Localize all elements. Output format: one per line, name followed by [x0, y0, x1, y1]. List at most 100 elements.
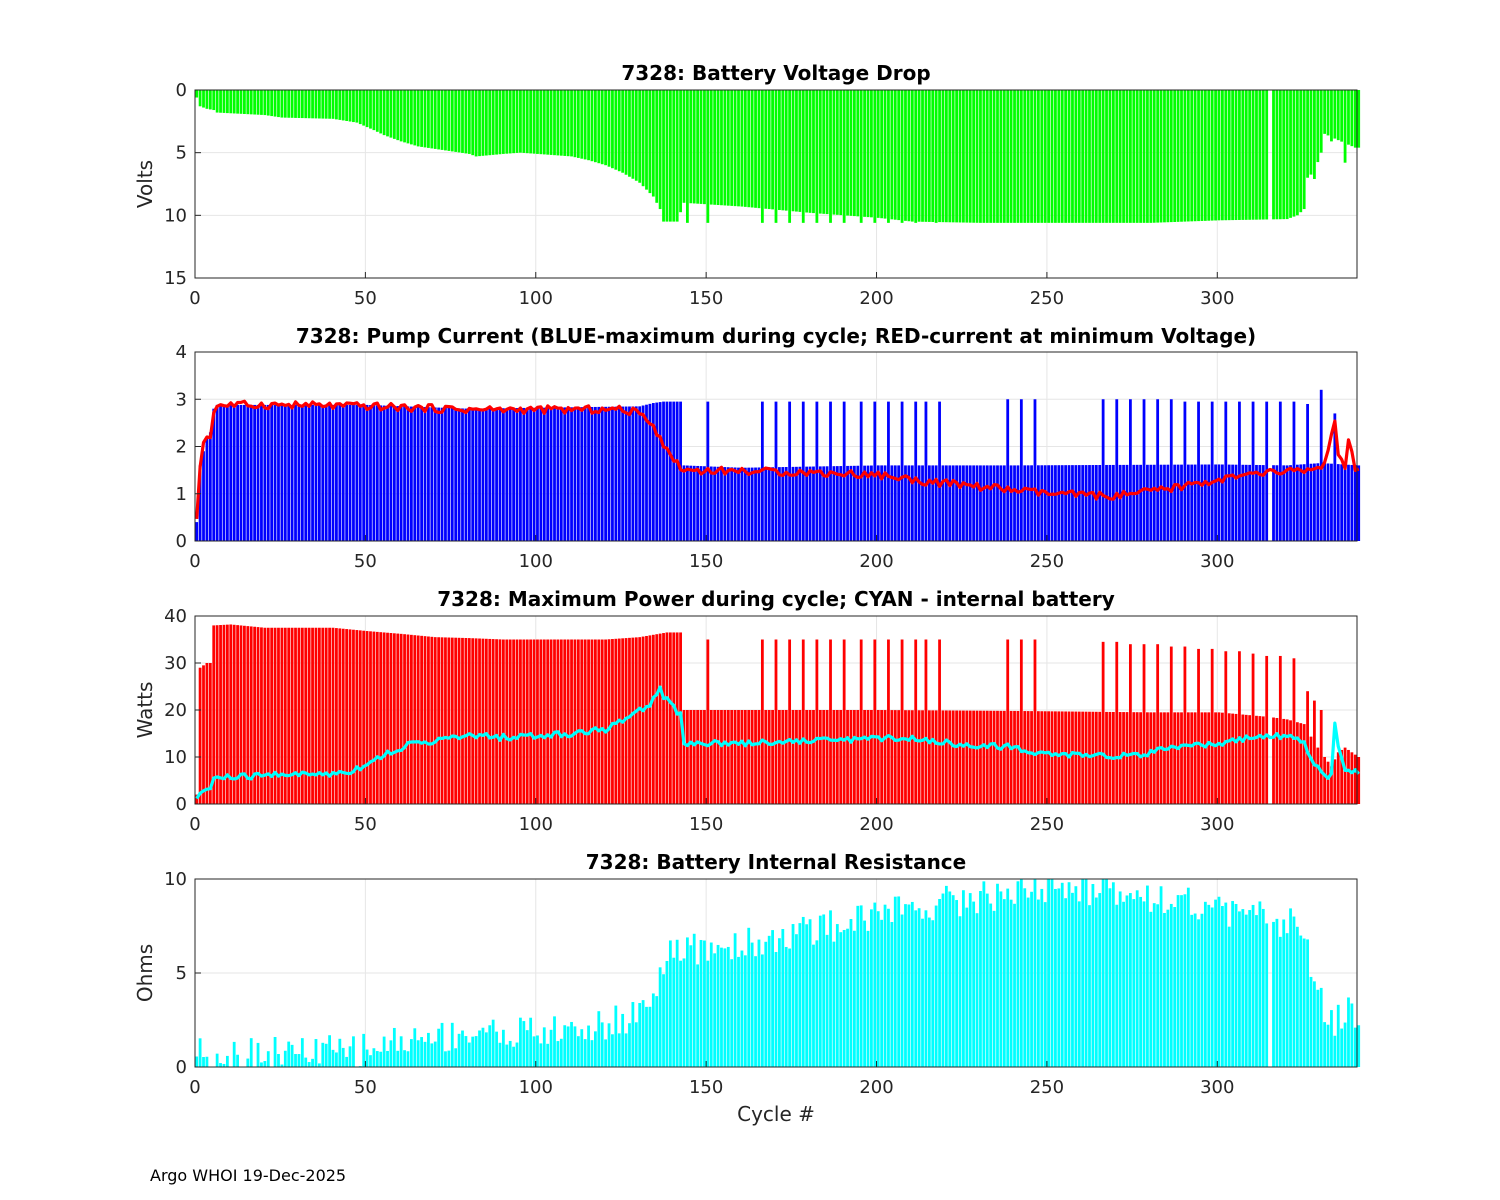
bar: [450, 408, 454, 541]
bar: [1054, 465, 1057, 541]
bar: [239, 625, 243, 804]
bar: [866, 465, 870, 541]
bar: [559, 407, 563, 541]
bar: [358, 630, 362, 804]
bar: [1023, 888, 1027, 1067]
bar: [454, 408, 458, 541]
bar: [433, 90, 437, 149]
bar: [365, 1049, 369, 1067]
bar: [760, 90, 764, 223]
bar: [730, 710, 734, 804]
bar: [914, 90, 918, 223]
bar: [730, 467, 734, 541]
bar: [409, 1039, 413, 1067]
bar: [205, 437, 209, 541]
bar: [1210, 90, 1214, 221]
bar: [829, 639, 832, 804]
bar: [1006, 639, 1010, 804]
bar: [590, 639, 594, 804]
bar: [341, 628, 345, 804]
bar: [822, 710, 826, 804]
bar: [859, 639, 863, 804]
bar: [747, 927, 751, 1067]
bar: [917, 908, 921, 1067]
bar: [1091, 884, 1095, 1067]
bar: [611, 639, 614, 804]
bar: [566, 90, 570, 157]
bar: [283, 404, 287, 541]
bar: [215, 404, 219, 541]
bar: [808, 710, 812, 804]
bar: [403, 406, 406, 541]
bar: [1006, 399, 1010, 541]
bar: [1285, 933, 1289, 1067]
bar: [784, 90, 788, 211]
bar: [1135, 890, 1139, 1067]
bar: [403, 634, 406, 804]
bar: [307, 404, 311, 541]
series-line: [195, 399, 1360, 520]
bar: [1118, 891, 1122, 1067]
x-tick-label: 100: [519, 551, 553, 572]
bar: [747, 467, 751, 541]
bar: [692, 933, 696, 1067]
y-tick-label: 2: [176, 437, 187, 458]
bar: [907, 90, 911, 222]
bar: [1088, 465, 1091, 541]
bar: [1142, 901, 1146, 1067]
bar: [348, 1046, 352, 1067]
bar: [900, 401, 904, 541]
bar: [519, 90, 522, 153]
bar: [927, 917, 931, 1067]
bar: [1166, 90, 1170, 223]
bar: [1023, 465, 1027, 541]
bar: [450, 1022, 454, 1067]
bar: [1002, 90, 1006, 223]
bar: [801, 639, 805, 804]
bar: [328, 627, 331, 804]
bar: [624, 406, 628, 541]
x-tick-label: 50: [354, 551, 377, 572]
bar: [801, 916, 805, 1067]
bar: [300, 90, 304, 119]
bar: [931, 465, 935, 541]
bar: [747, 90, 751, 208]
bar: [328, 404, 331, 541]
bar: [733, 467, 737, 541]
bar: [931, 710, 935, 804]
bar: [392, 1027, 396, 1067]
bar: [1088, 905, 1091, 1067]
bar: [852, 465, 856, 541]
bar: [788, 948, 792, 1067]
bar: [1040, 90, 1044, 223]
bar: [1169, 646, 1173, 804]
bar: [992, 710, 996, 804]
bar: [607, 406, 611, 541]
bar: [703, 466, 706, 541]
bar: [1135, 712, 1139, 804]
x-tick-label: 300: [1200, 814, 1234, 835]
bar: [798, 710, 802, 804]
bar: [450, 637, 454, 804]
bar: [740, 467, 744, 541]
bar: [655, 634, 659, 804]
bar: [1347, 749, 1350, 804]
bar: [563, 639, 567, 804]
bar: [842, 401, 846, 541]
bar: [253, 404, 257, 541]
bar: [972, 710, 976, 804]
bar: [948, 710, 952, 804]
y-tick-label: 5: [176, 143, 187, 164]
bar: [1060, 90, 1064, 223]
bar: [910, 710, 914, 804]
bar: [457, 1033, 461, 1067]
bar: [934, 90, 938, 223]
bar: [1006, 888, 1010, 1067]
bar: [1207, 904, 1211, 1067]
y-tick-label: 20: [164, 700, 187, 721]
bar: [1149, 464, 1153, 541]
bar: [1333, 90, 1337, 139]
bar: [805, 90, 809, 213]
bar: [1105, 879, 1108, 1067]
bar: [529, 407, 533, 541]
